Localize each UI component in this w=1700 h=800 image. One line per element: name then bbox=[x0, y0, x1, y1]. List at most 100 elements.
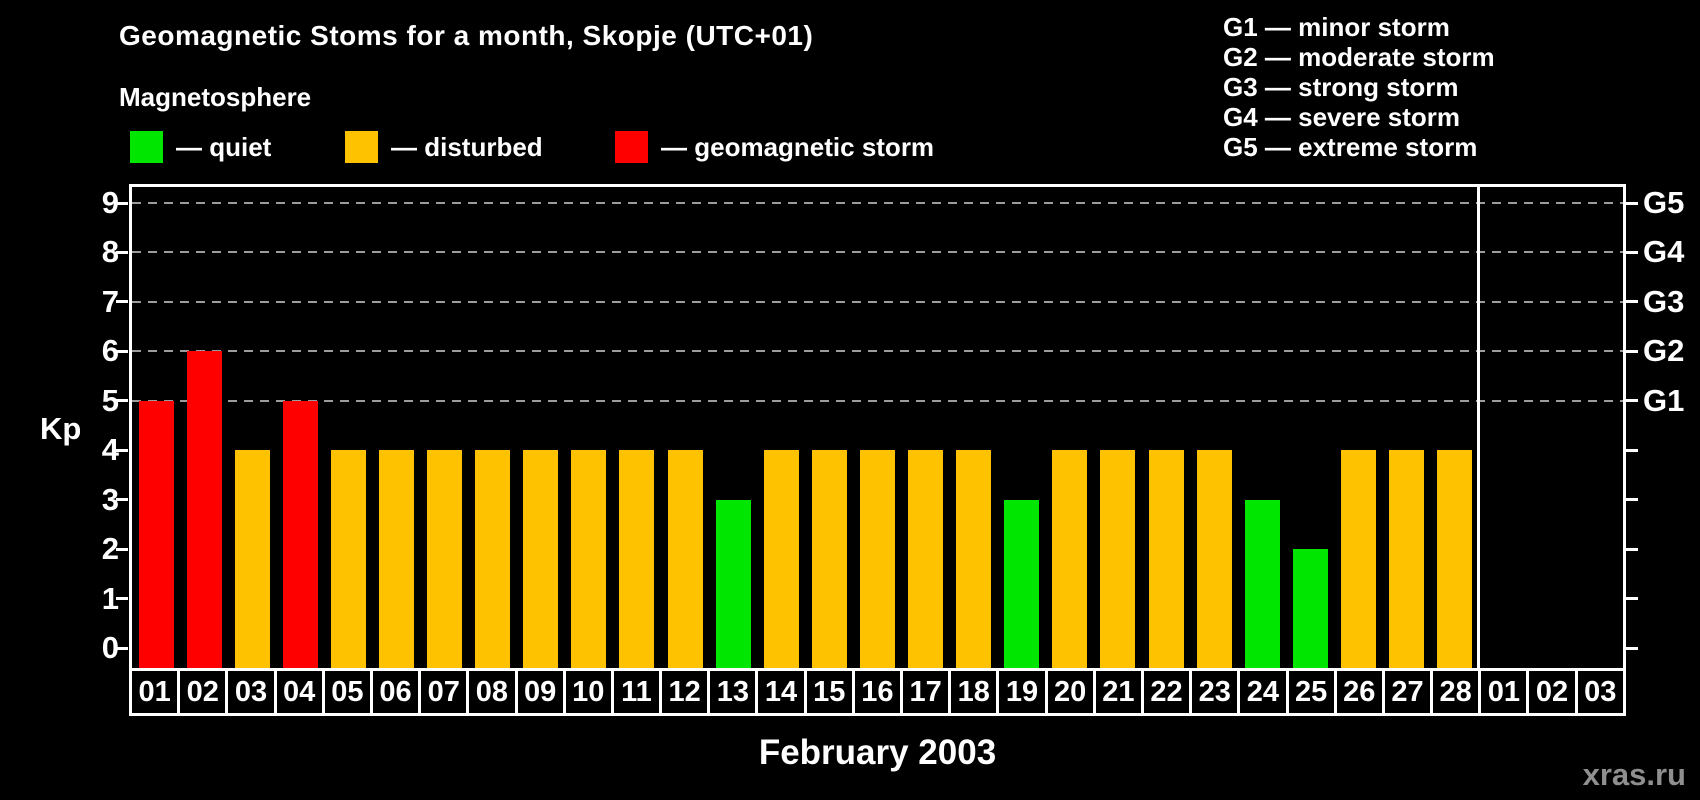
bar-feb-14 bbox=[763, 450, 799, 668]
bar-feb-26 bbox=[1340, 450, 1376, 668]
bar-feb-21 bbox=[1100, 450, 1136, 668]
y-axis-tick-left-4 bbox=[116, 448, 128, 452]
g-legend-line-g1: G1 — minor storm bbox=[1223, 12, 1450, 42]
legend-label-quiet: — quiet bbox=[176, 131, 272, 162]
y-axis-tick-right-6 bbox=[1626, 349, 1638, 353]
day-box-mar-01: 01 bbox=[1478, 668, 1530, 716]
g-legend-line-g2: G2 — moderate storm bbox=[1223, 42, 1495, 72]
day-box-feb-09: 09 bbox=[514, 668, 566, 716]
month-separator-line bbox=[1477, 187, 1481, 668]
bar-feb-10 bbox=[571, 450, 607, 668]
bar-feb-01 bbox=[138, 400, 174, 668]
day-box-feb-21: 21 bbox=[1092, 668, 1144, 716]
bar-feb-09 bbox=[523, 450, 559, 668]
y-axis-label: Kp bbox=[40, 411, 82, 446]
legend-item-disturbed: — disturbed bbox=[345, 131, 543, 163]
y-axis-tick-right-7 bbox=[1626, 300, 1638, 304]
bar-feb-16 bbox=[859, 450, 895, 668]
day-box-feb-06: 06 bbox=[369, 668, 422, 716]
y-axis-tick-left-0 bbox=[116, 646, 128, 650]
day-box-feb-05: 05 bbox=[321, 668, 373, 716]
y-axis-tick-label-9: 9 bbox=[101, 185, 119, 221]
y-axis-tick-right-0 bbox=[1626, 646, 1638, 650]
day-box-feb-04: 04 bbox=[273, 668, 325, 716]
day-box-feb-18: 18 bbox=[948, 668, 1000, 716]
y-axis-tick-label-6: 6 bbox=[101, 333, 119, 369]
day-box-feb-20: 20 bbox=[1044, 668, 1096, 716]
day-box-feb-15: 15 bbox=[803, 668, 855, 716]
day-box-feb-27: 27 bbox=[1381, 668, 1434, 716]
y-axis-tick-label-3: 3 bbox=[101, 481, 119, 517]
bar-feb-15 bbox=[811, 450, 847, 668]
bar-feb-11 bbox=[619, 450, 655, 668]
y-axis-tick-label-4: 4 bbox=[101, 432, 119, 468]
bar-feb-08 bbox=[475, 450, 511, 668]
legend-item-quiet: — quiet bbox=[130, 131, 271, 163]
day-box-feb-26: 26 bbox=[1333, 668, 1385, 716]
day-box-feb-25: 25 bbox=[1285, 668, 1337, 716]
y-axis-tick-label-8: 8 bbox=[101, 234, 119, 270]
bar-feb-07 bbox=[427, 450, 463, 668]
y-axis-tick-right-8 bbox=[1626, 250, 1638, 254]
day-box-feb-24: 24 bbox=[1237, 668, 1289, 716]
bar-feb-05 bbox=[330, 450, 366, 668]
y-axis-tick-left-2 bbox=[116, 547, 128, 551]
bar-feb-06 bbox=[378, 450, 414, 668]
bar-feb-04 bbox=[282, 400, 318, 668]
quiet-color-swatch bbox=[130, 131, 163, 163]
g-legend-line-g3: G3 — strong storm bbox=[1223, 72, 1459, 102]
right-axis-label-g1: G1 bbox=[1643, 382, 1685, 418]
day-box-feb-13: 13 bbox=[707, 668, 759, 716]
y-axis-tick-left-8 bbox=[116, 250, 128, 254]
day-box-feb-03: 03 bbox=[225, 668, 277, 716]
bar-feb-22 bbox=[1148, 450, 1184, 668]
gridline-kp8 bbox=[132, 251, 1623, 254]
y-axis-tick-left-7 bbox=[116, 300, 128, 304]
day-box-feb-12: 12 bbox=[659, 668, 711, 716]
day-box-feb-11: 11 bbox=[610, 668, 663, 716]
day-box-feb-16: 16 bbox=[851, 668, 903, 716]
disturbed-color-swatch bbox=[345, 131, 378, 163]
x-axis-day-boxes: 01 02 03 04 05 06 07 08 09 10 11 12 13 14 15 16 17 18 19 20… bbox=[129, 668, 1626, 716]
y-axis-tick-label-2: 2 bbox=[101, 531, 119, 567]
legend-label-storm: — geomagnetic storm bbox=[661, 131, 935, 162]
y-axis-tick-right-4 bbox=[1626, 448, 1638, 452]
y-axis-tick-label-7: 7 bbox=[101, 283, 119, 319]
y-axis-tick-label-0: 0 bbox=[101, 630, 119, 665]
bar-feb-28 bbox=[1437, 450, 1473, 668]
plot-area bbox=[129, 184, 1626, 671]
bar-feb-24 bbox=[1244, 499, 1280, 668]
right-axis-label-g3: G3 bbox=[1643, 283, 1685, 319]
g-legend-line-g5: G5 — extreme storm bbox=[1223, 132, 1478, 162]
magnetosphere-legend-heading: Magnetosphere bbox=[119, 82, 312, 112]
bar-feb-20 bbox=[1052, 450, 1088, 668]
y-axis-tick-label-1: 1 bbox=[101, 580, 119, 616]
y-axis-tick-right-5 bbox=[1626, 399, 1638, 403]
x-axis-label: February 2003 bbox=[758, 733, 997, 772]
day-box-feb-08: 08 bbox=[466, 668, 518, 716]
storm-color-swatch bbox=[615, 131, 648, 163]
right-axis-label-g4: G4 bbox=[1643, 234, 1685, 270]
day-box-feb-23: 23 bbox=[1189, 668, 1241, 716]
y-axis-tick-label-5: 5 bbox=[101, 382, 119, 418]
day-box-feb-17: 17 bbox=[900, 668, 952, 716]
day-box-feb-14: 14 bbox=[755, 668, 807, 716]
right-axis-label-g5: G5 bbox=[1643, 185, 1685, 221]
bar-feb-02 bbox=[186, 351, 222, 668]
g-scale-legend: G1 — minor storm G2 — moderate storm G3 … bbox=[1223, 12, 1495, 162]
bar-feb-25 bbox=[1292, 549, 1328, 668]
bar-feb-23 bbox=[1196, 450, 1232, 668]
bar-feb-27 bbox=[1389, 450, 1425, 668]
day-box-feb-28: 28 bbox=[1430, 668, 1482, 716]
y-axis-tick-left-9 bbox=[116, 201, 128, 205]
y-axis-tick-left-6 bbox=[116, 349, 128, 353]
legend-item-storm: — geomagnetic storm bbox=[615, 131, 934, 163]
y-axis-tick-left-3 bbox=[116, 498, 128, 502]
gridline-kp5 bbox=[132, 399, 1623, 402]
bar-feb-12 bbox=[667, 450, 703, 668]
gridline-kp9 bbox=[132, 202, 1623, 205]
chart-title: Geomagnetic Stoms for a month, Skopje (U… bbox=[119, 20, 814, 51]
day-box-mar-03: 03 bbox=[1574, 668, 1626, 716]
day-box-feb-01: 01 bbox=[129, 668, 181, 716]
